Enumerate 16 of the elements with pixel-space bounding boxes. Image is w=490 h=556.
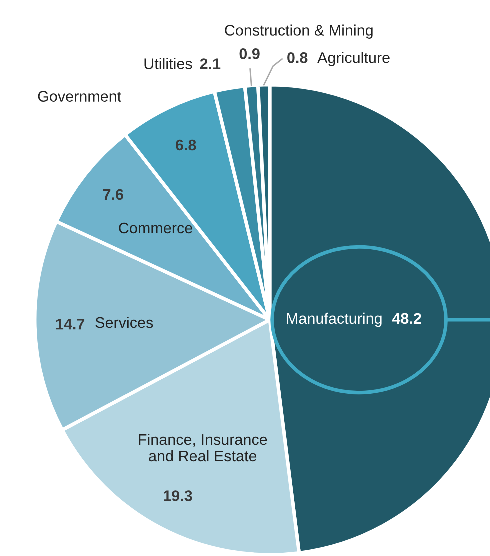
slice-label: Services: [96, 316, 154, 328]
slice-label: Finance, Insurance and Real Estate: [139, 434, 268, 462]
data-label: 19.3: [164, 490, 192, 502]
data-label: 2.1: [200, 58, 221, 70]
data-label: 0.8: [288, 52, 308, 64]
data-label: 48.2: [392, 313, 422, 324]
data-label: 7.6: [103, 189, 124, 200]
data-label: 14.7: [56, 319, 85, 330]
slice-label: Utilities: [144, 58, 192, 70]
slice-label: Government: [38, 91, 122, 102]
slice-label: Commerce: [119, 222, 192, 234]
slice-label: Manufacturing: [287, 312, 382, 328]
data-label: 0.9: [240, 48, 260, 60]
slice-label: Agriculture: [318, 52, 390, 66]
slice-label: Construction & Mining: [225, 24, 373, 39]
data-label: 6.8: [176, 140, 196, 151]
